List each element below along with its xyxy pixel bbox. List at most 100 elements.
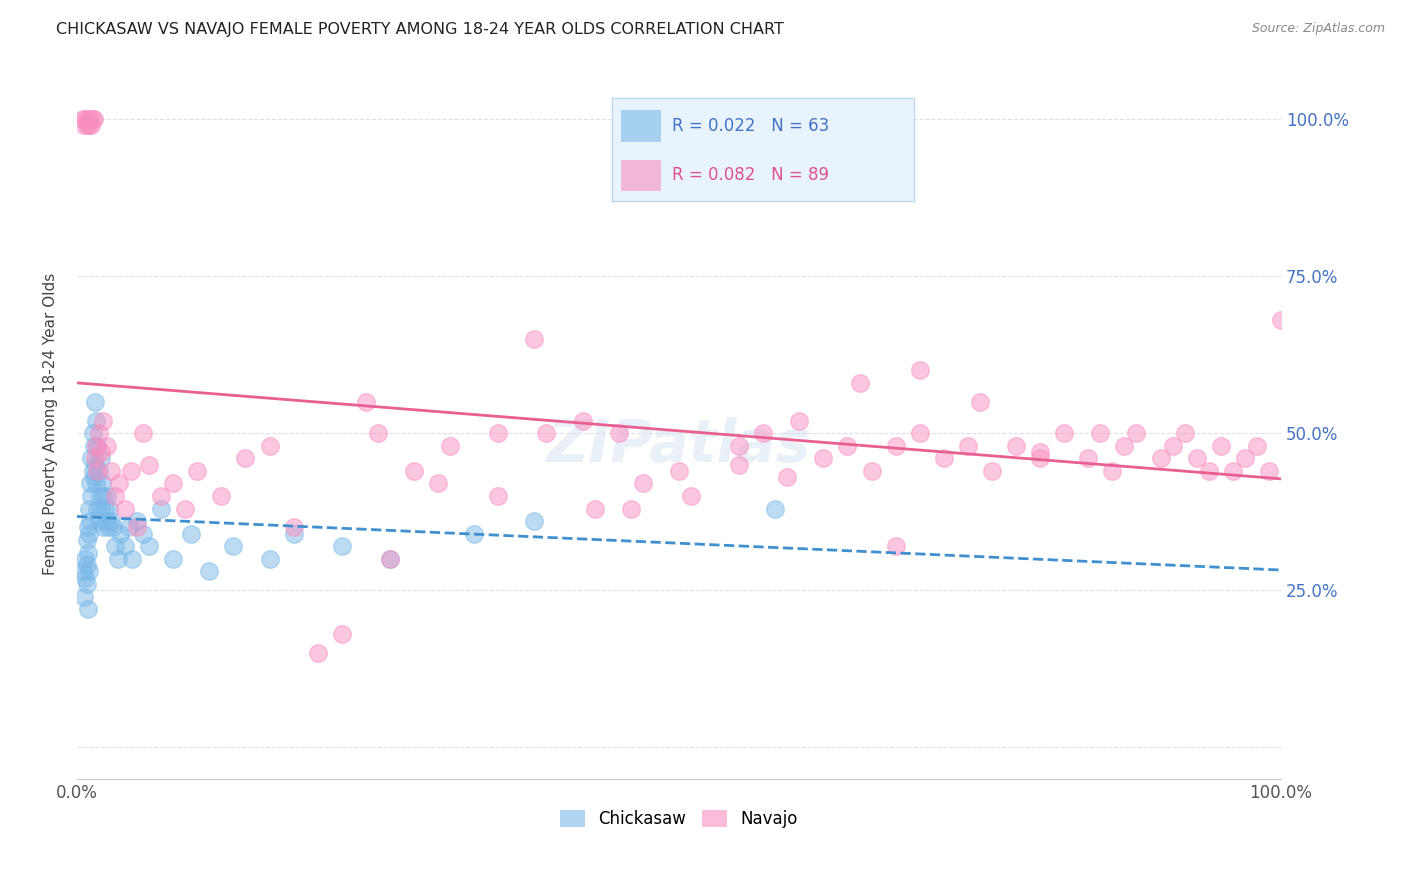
Point	[104, 489, 127, 503]
Point	[283, 526, 305, 541]
Point	[110, 526, 132, 541]
Point	[1125, 426, 1147, 441]
Point	[981, 464, 1004, 478]
Point	[631, 476, 654, 491]
Point	[90, 451, 112, 466]
Point	[884, 539, 907, 553]
Point	[101, 520, 124, 534]
Point	[76, 577, 98, 591]
Point	[162, 552, 184, 566]
Point	[1209, 439, 1232, 453]
Point	[523, 332, 546, 346]
Point	[80, 489, 103, 503]
Point	[1101, 464, 1123, 478]
Point	[138, 458, 160, 472]
Point	[1053, 426, 1076, 441]
Point	[84, 451, 107, 466]
Point	[93, 489, 115, 503]
Point	[763, 501, 786, 516]
Point	[150, 501, 173, 516]
Point	[378, 552, 401, 566]
Text: CHICKASAW VS NAVAJO FEMALE POVERTY AMONG 18-24 YEAR OLDS CORRELATION CHART: CHICKASAW VS NAVAJO FEMALE POVERTY AMONG…	[56, 22, 785, 37]
Point	[91, 476, 114, 491]
Point	[94, 514, 117, 528]
Point	[84, 439, 107, 453]
Point	[235, 451, 257, 466]
Point	[84, 394, 107, 409]
Point	[620, 501, 643, 516]
Point	[80, 118, 103, 132]
Point	[378, 552, 401, 566]
Point	[884, 439, 907, 453]
Point	[77, 118, 100, 132]
Point	[77, 565, 100, 579]
Point	[1233, 451, 1256, 466]
Point	[1185, 451, 1208, 466]
Point	[198, 565, 221, 579]
Point	[1029, 445, 1052, 459]
Point	[117, 520, 139, 534]
Point	[83, 470, 105, 484]
Point	[75, 112, 97, 126]
Bar	[620, 111, 659, 141]
Point	[908, 426, 931, 441]
Point	[100, 464, 122, 478]
Point	[76, 112, 98, 126]
Point	[1161, 439, 1184, 453]
Point	[100, 514, 122, 528]
Point	[523, 514, 546, 528]
Point	[80, 451, 103, 466]
Point	[427, 476, 450, 491]
Point	[83, 112, 105, 126]
Point	[668, 464, 690, 478]
Point	[82, 464, 104, 478]
Point	[84, 413, 107, 427]
Point	[186, 464, 208, 478]
Point	[571, 413, 593, 427]
Point	[121, 552, 143, 566]
Point	[90, 501, 112, 516]
Point	[86, 439, 108, 453]
Point	[76, 546, 98, 560]
Point	[82, 112, 104, 126]
Point	[908, 363, 931, 377]
Point	[1246, 439, 1268, 453]
Point	[776, 470, 799, 484]
Point	[956, 439, 979, 453]
Point	[860, 464, 883, 478]
Point	[76, 602, 98, 616]
Text: ZIPatlas: ZIPatlas	[547, 417, 811, 474]
Point	[752, 426, 775, 441]
Point	[87, 464, 110, 478]
Point	[83, 439, 105, 453]
Point	[679, 489, 702, 503]
Point	[77, 526, 100, 541]
Point	[1198, 464, 1220, 478]
Point	[486, 426, 509, 441]
Point	[98, 501, 121, 516]
Point	[132, 526, 155, 541]
Point	[174, 501, 197, 516]
Point	[1258, 464, 1281, 478]
Point	[125, 514, 148, 528]
Point	[837, 439, 859, 453]
Point	[132, 426, 155, 441]
Legend: Chickasaw, Navajo: Chickasaw, Navajo	[553, 803, 804, 835]
Point	[79, 514, 101, 528]
Point	[96, 439, 118, 453]
Point	[73, 118, 96, 132]
Point	[222, 539, 245, 553]
Point	[84, 476, 107, 491]
Point	[209, 489, 232, 503]
Point	[813, 451, 835, 466]
Point	[72, 565, 94, 579]
Point	[463, 526, 485, 541]
Point	[1077, 451, 1099, 466]
Point	[76, 118, 98, 132]
Point	[1174, 426, 1197, 441]
Point	[789, 413, 811, 427]
Point	[138, 539, 160, 553]
Point	[932, 451, 955, 466]
Y-axis label: Female Poverty Among 18-24 Year Olds: Female Poverty Among 18-24 Year Olds	[44, 273, 58, 574]
Point	[104, 539, 127, 553]
